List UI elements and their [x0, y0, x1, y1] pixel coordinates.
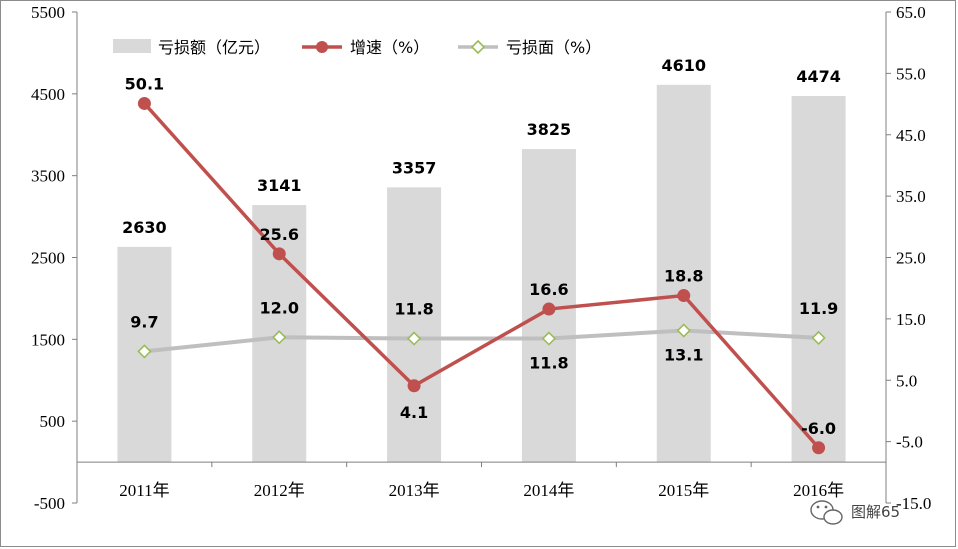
- loss-share-point: [541, 331, 557, 346]
- category-label: 2012年: [254, 481, 305, 500]
- growth-label: 16.6: [529, 280, 568, 299]
- right-tick-label: 5.0: [896, 371, 917, 390]
- growth-point: [137, 96, 151, 110]
- growth-point: [542, 302, 556, 316]
- growth-point: [272, 247, 286, 261]
- growth-point: [407, 379, 421, 393]
- loss-share-label: 11.8: [529, 354, 568, 373]
- legend-bar-label: 亏损额（亿元）: [158, 38, 270, 57]
- bar-label: 4610: [661, 56, 706, 75]
- loss-share-label: 11.8: [394, 300, 433, 319]
- loss-share-point: [676, 323, 691, 338]
- bar-label: 3825: [527, 120, 572, 139]
- left-tick-label: -500: [34, 494, 65, 513]
- category-label: 2011年: [119, 481, 169, 500]
- loss-share-point: [811, 330, 826, 346]
- loss-share-point: [137, 344, 152, 359]
- wechat-icon: [810, 500, 843, 525]
- loss-share-line: [144, 328, 819, 354]
- right-tick-label: 35.0: [896, 187, 926, 206]
- bar-label: 3357: [392, 158, 437, 177]
- bar-2016年: [791, 95, 846, 463]
- right-tick-label: 15.0: [896, 310, 926, 329]
- left-tick-label: 3500: [31, 167, 65, 186]
- left-tick-label: 500: [40, 412, 66, 431]
- right-tick-label: 25.0: [896, 249, 926, 268]
- growth-label: 4.1: [400, 403, 428, 422]
- loss-share-label: 11.9: [799, 299, 838, 318]
- loss-share-label: 12.0: [260, 298, 299, 317]
- growth-line: [143, 102, 820, 449]
- loss-share-label: 13.1: [664, 346, 703, 365]
- left-tick-label: 2500: [31, 249, 65, 268]
- category-label: 2014年: [523, 481, 574, 500]
- legend-loss-share-label: 亏损面（%）: [506, 38, 601, 57]
- bar-label: 2630: [122, 218, 167, 237]
- category-label: 2016年: [793, 481, 844, 500]
- legend-loss-share-marker: [470, 39, 486, 55]
- bar-2015年: [656, 84, 711, 463]
- loss-share-point: [272, 330, 287, 345]
- bar-label: 4474: [796, 67, 841, 86]
- right-tick-label: 55.0: [896, 64, 926, 83]
- category-label: 2013年: [389, 481, 440, 500]
- growth-label: 25.6: [260, 225, 299, 244]
- bar-label: 3141: [257, 176, 302, 195]
- growth-label: 50.1: [125, 74, 164, 93]
- loss-share-point: [406, 331, 422, 346]
- growth-point: [677, 289, 691, 303]
- category-label: 2015年: [658, 481, 709, 500]
- left-tick-label: 5500: [31, 3, 65, 22]
- right-tick-label: 65.0: [896, 3, 926, 22]
- right-tick-label: -5.0: [896, 433, 923, 452]
- right-tick-label: -15.0: [896, 494, 931, 513]
- right-tick-label: 45.0: [896, 126, 926, 145]
- watermark-text: 图解65: [851, 503, 900, 521]
- legend-growth-marker: [316, 41, 328, 53]
- left-tick-label: 1500: [31, 330, 65, 349]
- loss-share-label: 9.7: [130, 312, 158, 331]
- legend-bar-swatch: [113, 39, 151, 53]
- bar-2013年: [387, 187, 442, 463]
- growth-point: [812, 441, 826, 455]
- left-tick-label: 4500: [31, 85, 65, 104]
- growth-label: -6.0: [801, 419, 836, 438]
- legend-growth-label: 增速（%）: [350, 38, 429, 57]
- growth-label: 18.8: [664, 267, 703, 286]
